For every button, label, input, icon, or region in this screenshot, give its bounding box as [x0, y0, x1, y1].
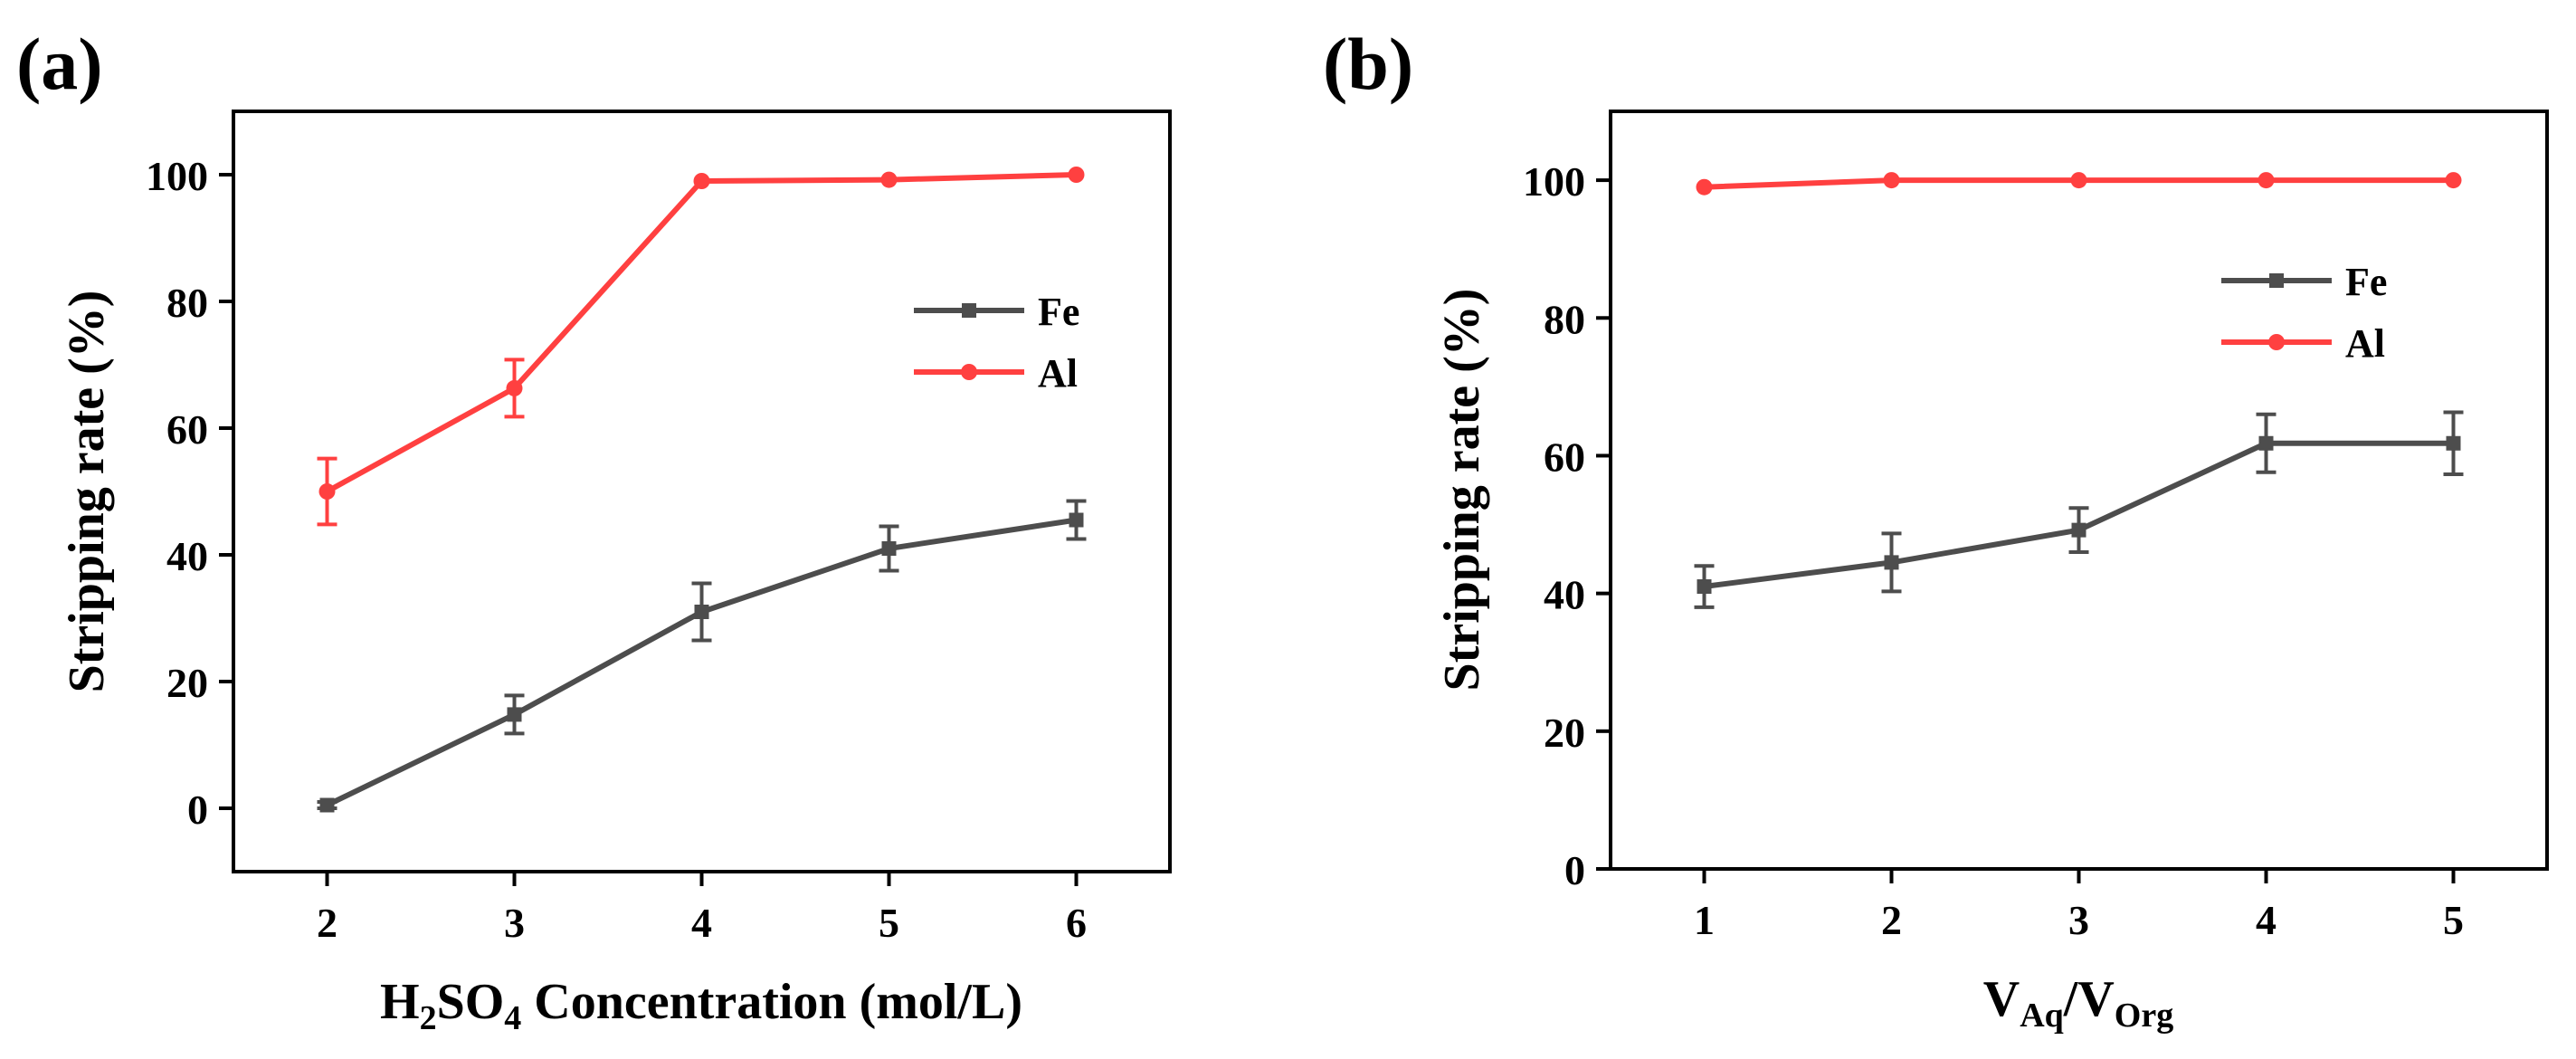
al-point: [1883, 172, 1900, 189]
x-tick-label: 4: [691, 900, 712, 946]
al-point: [506, 379, 523, 396]
y-tick-label: 60: [166, 406, 208, 453]
fe-point: [2446, 435, 2461, 451]
al-point: [2258, 172, 2275, 189]
x-label-sub2: Org: [2115, 997, 2173, 1035]
x-label-mid: /V: [2063, 971, 2115, 1027]
fe-point: [881, 541, 897, 556]
plot-frame: [1609, 110, 2549, 871]
y-tick-label: 40: [1544, 572, 1585, 618]
fe-point: [1884, 555, 1899, 570]
x-label-sub2: 4: [504, 999, 521, 1037]
y-tick-label: 80: [166, 280, 208, 326]
y-tick-label: 40: [166, 533, 208, 579]
y-tick-label: 0: [187, 787, 208, 833]
fe-point: [1697, 579, 1712, 595]
x-tick-label: 5: [2443, 897, 2464, 943]
x-tick-label: 5: [879, 900, 899, 946]
x-tick-label: 2: [1881, 897, 1902, 943]
legend: Fe Al: [2221, 260, 2387, 366]
fe-point: [507, 707, 522, 722]
al-point: [693, 173, 710, 189]
legend-al-label: Al: [2345, 321, 2385, 366]
y-axis-label: Stripping rate (%): [1434, 289, 1490, 692]
x-label-sub1: Aq: [2020, 997, 2064, 1035]
plot-frame: [232, 110, 1172, 873]
fe-point: [1069, 512, 1084, 528]
fe-line: [326, 517, 1077, 808]
al-point: [880, 171, 898, 188]
x-tick-label: 4: [2256, 897, 2277, 943]
panel-label: (b): [1323, 23, 1413, 105]
legend-al-marker: [961, 364, 977, 380]
fe-point: [2071, 522, 2086, 538]
x-label-main: V: [1983, 971, 2020, 1027]
y-tick-label: 20: [166, 660, 208, 706]
y-axis-label: Stripping rate (%): [59, 291, 115, 693]
x-tick-label: 6: [1066, 900, 1087, 946]
series-group: [1694, 172, 2464, 609]
legend: Fe Al: [914, 290, 1079, 396]
legend-al-label: Al: [1038, 351, 1078, 396]
ticks: 0 20 40 60 80 100 1 2 3 4 5: [1523, 158, 2464, 943]
legend-al-marker: [2268, 334, 2285, 350]
panel-label: (a): [16, 23, 103, 105]
al-point: [318, 483, 336, 500]
al-point: [2070, 172, 2087, 189]
x-tick-label: 3: [504, 900, 525, 946]
y-tick-label: 0: [1564, 847, 1585, 893]
x-label-tail: Concentration (mol/L): [521, 974, 1022, 1030]
al-point: [1696, 178, 1713, 196]
legend-fe-marker: [2269, 273, 2284, 288]
series-group: [317, 167, 1087, 813]
x-tick-label: 2: [317, 900, 337, 946]
x-tick-label: 1: [1694, 897, 1715, 943]
x-label-mid: SO: [437, 974, 505, 1030]
x-axis-label: VAq/VOrg: [1983, 971, 2173, 1035]
x-label-main: H: [380, 974, 420, 1030]
panel-a: (a) Stripping rate (%) H2SO4 Concentrati…: [16, 23, 1172, 1037]
x-axis-label: H2SO4 Concentration (mol/L): [380, 974, 1022, 1037]
al-line: [326, 172, 1077, 494]
y-tick-label: 20: [1544, 710, 1585, 756]
legend-fe-label: Fe: [1038, 290, 1079, 334]
panel-b: (b) Stripping rate (%) VAq/VOrg 0 20 40 60 8…: [1323, 23, 2549, 1035]
x-label-sub1: 2: [420, 999, 437, 1037]
fe-point: [319, 797, 335, 813]
fe-point: [694, 605, 709, 619]
y-tick-label: 100: [1523, 158, 1585, 205]
al-point: [1068, 167, 1085, 183]
y-tick-label: 80: [1544, 296, 1585, 342]
fe-point: [2258, 435, 2274, 451]
x-tick-label: 3: [2068, 897, 2089, 943]
legend-fe-marker: [962, 303, 976, 318]
y-tick-label: 60: [1544, 434, 1585, 480]
legend-fe-label: Fe: [2345, 260, 2387, 304]
al-point: [2445, 172, 2462, 189]
ticks: 0 20 40 60 80 100 2 3 4 5 6: [146, 153, 1087, 946]
y-tick-label: 100: [146, 153, 208, 199]
